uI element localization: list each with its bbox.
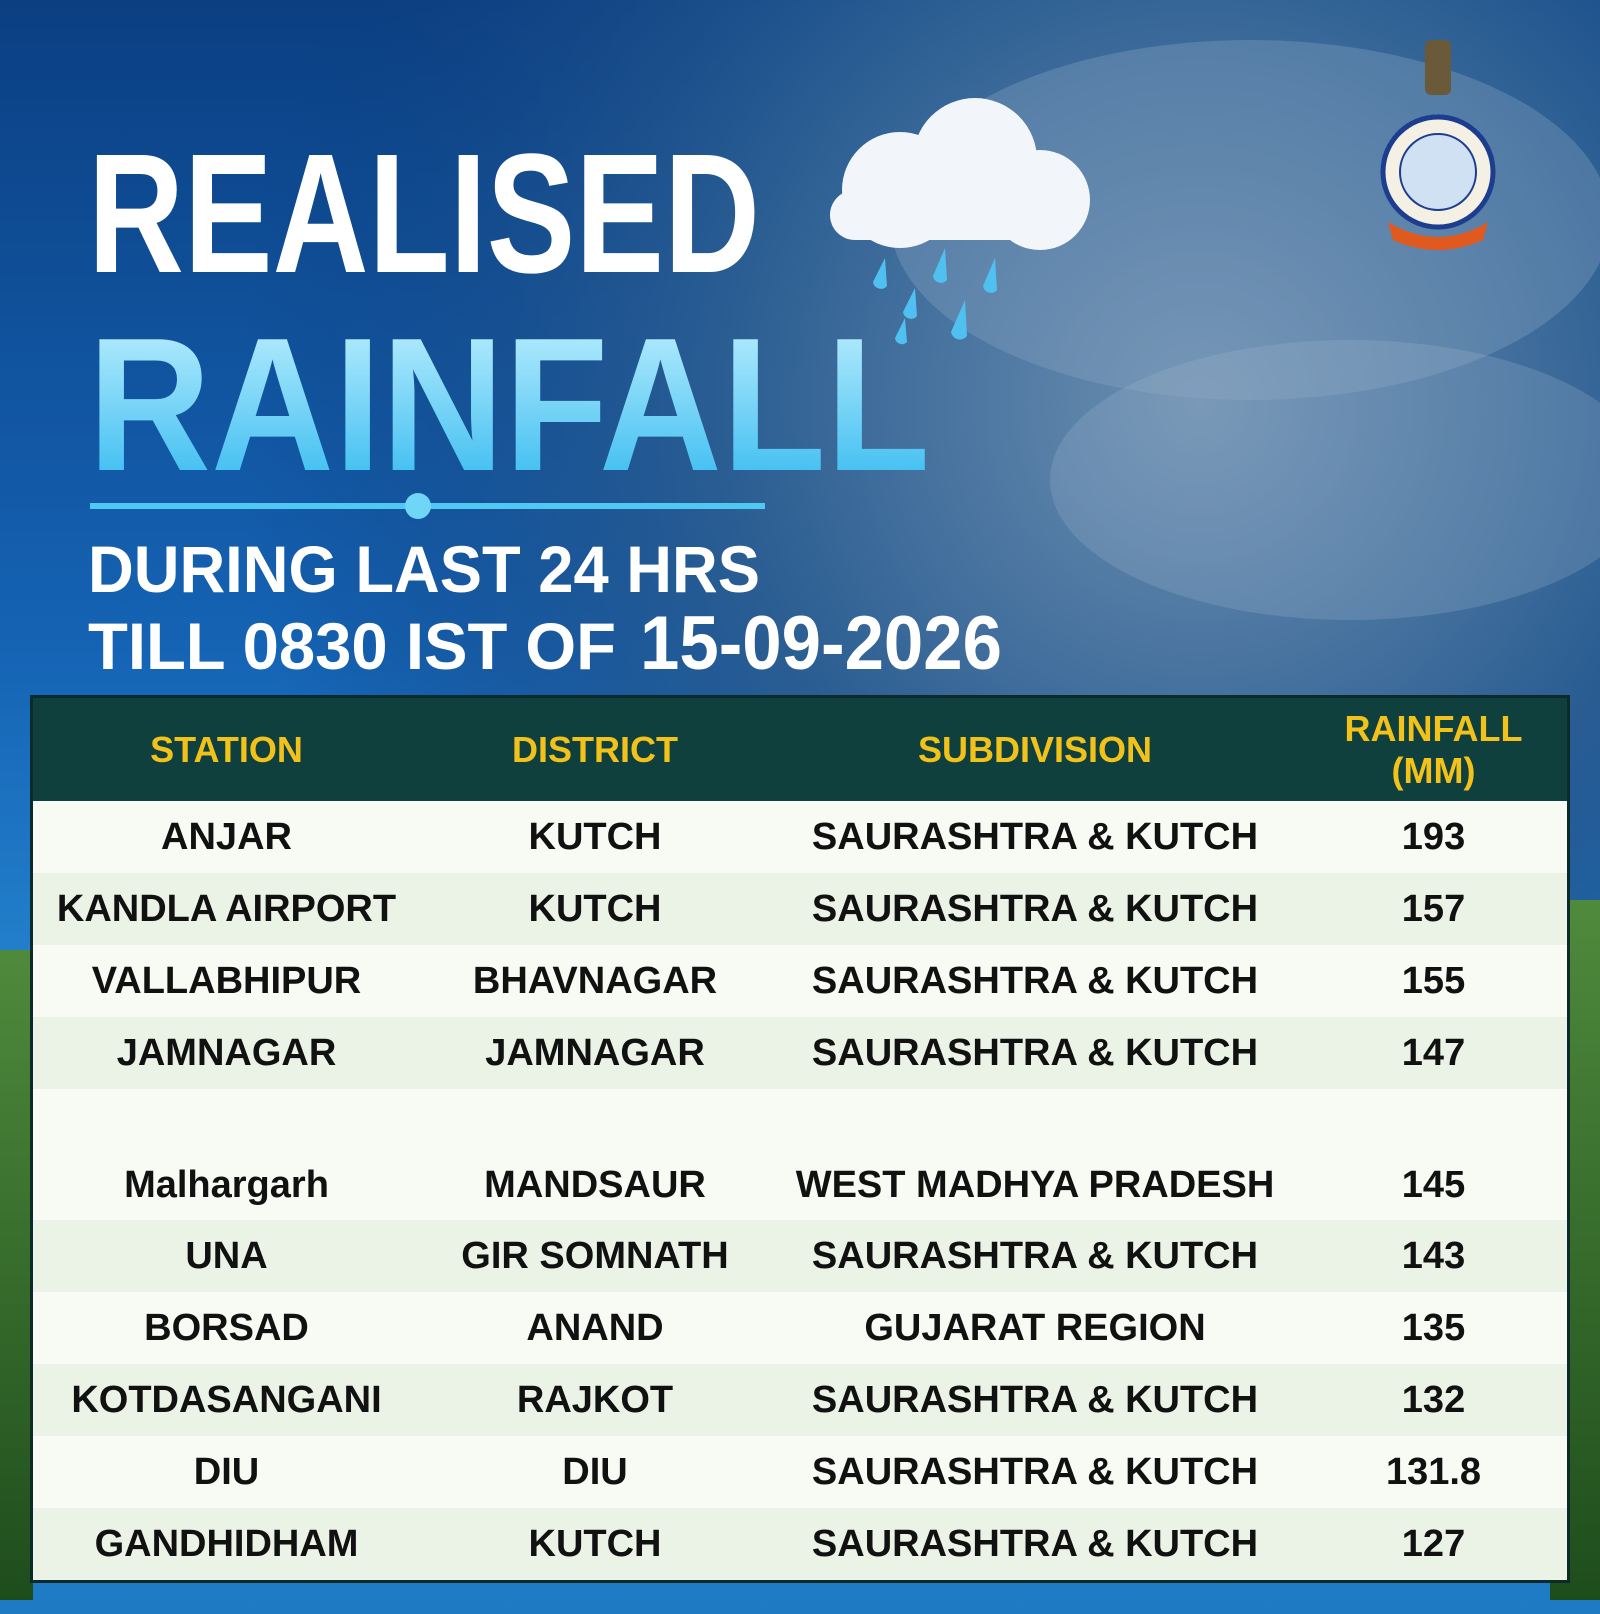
rainfall-value: 145 (1300, 1089, 1567, 1220)
table-cell: KUTCH (420, 801, 770, 873)
table-cell: VALLABHIPUR (33, 945, 420, 1017)
table-cell: SAURASHTRA & KUTCH (770, 945, 1300, 1017)
table-row: JAMNAGAR JAMNAGAR SAURASHTRA & KUTCH 147 (33, 1017, 1567, 1089)
table-cell: KUTCH (420, 873, 770, 945)
rainfall-value: 155 (1300, 945, 1567, 1017)
table-cell: BHAVNAGAR (420, 945, 770, 1017)
date: 15-09-2026 (640, 601, 1002, 686)
table-cell: SAURASHTRA & KUTCH (770, 1017, 1300, 1089)
table-cell: SAURASHTRA & KUTCH (770, 1364, 1300, 1436)
table-row: BORSAD ANAND GUJARAT REGION 135 (33, 1292, 1567, 1364)
table-cell: RAJKOT (420, 1364, 770, 1436)
column-header: RAINFALL (MM) (1300, 698, 1567, 801)
subtitle-line-1: DURING LAST 24 HRS (88, 532, 760, 606)
table-cell: GIR SOMNATH (420, 1220, 770, 1292)
forest (0, 950, 33, 1600)
table-cell: KANDLA AIRPORT (33, 873, 420, 945)
rainfall-table: STATION DISTRICT SUBDIVISION RAINFALL (MM) … (33, 698, 1567, 1580)
cloud-mass (1050, 340, 1600, 620)
rainfall-value: 143 (1300, 1220, 1567, 1292)
table-cell: SAURASHTRA & KUTCH (770, 1508, 1300, 1580)
table-cell: ANJAR (33, 801, 420, 873)
table-row: KANDLA AIRPORT KUTCH SAURASHTRA & KUTCH 157 (33, 873, 1567, 945)
column-header: SUBDIVISION (770, 698, 1300, 801)
title-line-2: RAINFALL (88, 299, 930, 511)
table-cell: Malhargarh (33, 1089, 420, 1220)
rainfall-value: 157 (1300, 873, 1567, 945)
subtitle-line-2: TILL 0830 IST OF (88, 609, 616, 683)
table-cell: SAURASHTRA & KUTCH (770, 1436, 1300, 1508)
table-cell: MANDSAUR (420, 1089, 770, 1220)
table-row: Malhargarh MANDSAUR WEST MADHYA PRADESH 145 (33, 1089, 1567, 1220)
divider-dot (405, 493, 431, 519)
rain-cloud-icon (830, 98, 1090, 250)
table-cell: WEST MADHYA PRADESH (770, 1089, 1300, 1220)
rainfall-value: 193 (1300, 801, 1567, 873)
table-row: UNA GIR SOMNATH SAURASHTRA & KUTCH 143 (33, 1220, 1567, 1292)
rainfall-value: 135 (1300, 1292, 1567, 1364)
table-row: DIU DIU SAURASHTRA & KUTCH 131.8 (33, 1436, 1567, 1508)
table-row: KOTDASANGANI RAJKOT SAURASHTRA & KUTCH 132 (33, 1364, 1567, 1436)
table-cell: GUJARAT REGION (770, 1292, 1300, 1364)
table-cell: KOTDASANGANI (33, 1364, 420, 1436)
table-cell: DIU (420, 1436, 770, 1508)
table-cell: DIU (33, 1436, 420, 1508)
rain-drops (873, 248, 997, 345)
rainfall-value: 127 (1300, 1508, 1567, 1580)
column-header: DISTRICT (420, 698, 770, 801)
table-body: ANJAR KUTCH SAURASHTRA & KUTCH 193 KANDLA AI… (33, 801, 1567, 1580)
table-row: VALLABHIPUR BHAVNAGAR SAURASHTRA & KUTCH 15… (33, 945, 1567, 1017)
table-cell: JAMNAGAR (420, 1017, 770, 1089)
table-cell: JAMNAGAR (33, 1017, 420, 1089)
table-row: GANDHIDHAM KUTCH SAURASHTRA & KUTCH 127 (33, 1508, 1567, 1580)
table-cell: SAURASHTRA & KUTCH (770, 801, 1300, 873)
table-row: ANJAR KUTCH SAURASHTRA & KUTCH 193 (33, 801, 1567, 873)
title-line-1: REALISED (88, 119, 760, 309)
rainfall-value: 132 (1300, 1364, 1567, 1436)
table-cell: SAURASHTRA & KUTCH (770, 1220, 1300, 1292)
header-row: STATION DISTRICT SUBDIVISION RAINFALL (MM) (33, 698, 1567, 801)
column-header: STATION (33, 698, 420, 801)
rainfall-value: 147 (1300, 1017, 1567, 1089)
table-cell: ANAND (420, 1292, 770, 1364)
table-cell: KUTCH (420, 1508, 770, 1580)
logo: INDIA METEOROLOGICAL DEPARTMENT (1380, 40, 1496, 250)
table-cell: UNA (33, 1220, 420, 1292)
rainfall-value: 131.8 (1300, 1436, 1567, 1508)
table-cell: BORSAD (33, 1292, 420, 1364)
table-cell: SAURASHTRA & KUTCH (770, 873, 1300, 945)
table-cell: GANDHIDHAM (33, 1508, 420, 1580)
